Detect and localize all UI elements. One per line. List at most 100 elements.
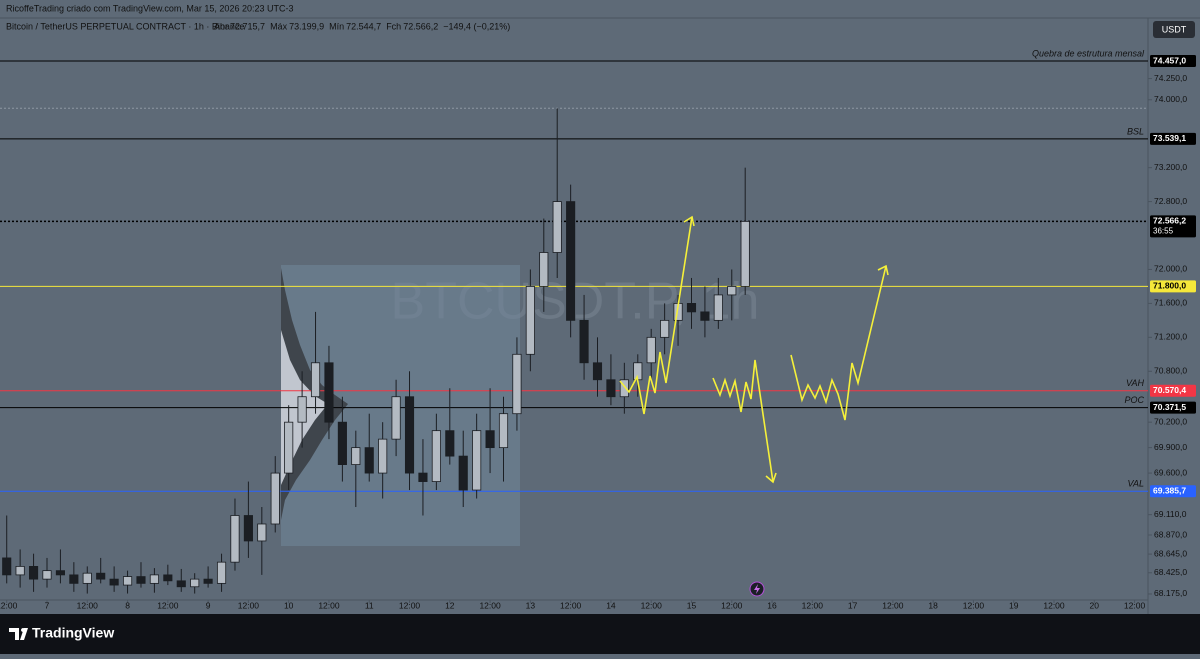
y-tick-label: 68.425,0 xyxy=(1154,567,1187,577)
arrow-head xyxy=(765,472,777,484)
level-name: Quebra de estrutura mensal xyxy=(1032,48,1145,58)
price-label: 71.800,0 xyxy=(1153,281,1186,291)
candle-body xyxy=(740,221,750,287)
candle-body xyxy=(552,201,562,253)
scenario-path xyxy=(790,265,887,421)
x-tick-label: 12:00 xyxy=(1124,600,1146,610)
candle-body xyxy=(230,515,240,563)
x-tick-label: 18 xyxy=(928,600,938,610)
candle-body xyxy=(257,523,267,542)
ohlc-value: 73.199,9 xyxy=(289,21,324,31)
candle-body xyxy=(404,396,415,474)
candle-body xyxy=(418,472,428,482)
x-tick-label: 12:00 xyxy=(77,600,99,610)
x-tick-label: 12:00 xyxy=(1043,600,1065,610)
candle-body xyxy=(498,413,509,449)
candle-body xyxy=(42,570,52,580)
footer xyxy=(0,614,1200,654)
level-name: VAH xyxy=(1126,378,1145,388)
price-label-bg xyxy=(1150,401,1196,414)
price-label: 73.539,1 xyxy=(1153,133,1186,143)
candle-body xyxy=(324,362,334,423)
candle-body xyxy=(539,252,549,287)
ohlc-name: Máx xyxy=(270,21,288,31)
plot-area: BTCUSDT.P, 1h xyxy=(0,60,1148,594)
ohlc-name: Mín xyxy=(329,21,344,31)
candle-body xyxy=(29,566,39,580)
y-tick-label: 71.200,0 xyxy=(1154,332,1187,342)
x-tick-label: 16 xyxy=(767,600,777,610)
price-label: 74.457,0 xyxy=(1153,55,1186,65)
scenario-path xyxy=(712,359,774,483)
price-label-bg xyxy=(1150,485,1196,498)
candle-body xyxy=(686,303,697,313)
x-tick-label: 9 xyxy=(206,600,211,610)
ohlc-change: −149,4 (−0,21%) xyxy=(443,21,510,31)
candle-body xyxy=(458,455,468,491)
candle-body xyxy=(337,421,347,465)
x-tick-label: 12:00 xyxy=(882,600,904,610)
arrow-head xyxy=(877,264,889,276)
x-tick-label: 12:00 xyxy=(318,600,340,610)
x-tick-label: 20 xyxy=(1090,600,1100,610)
candle-body xyxy=(445,430,455,457)
x-tick-label: 12:00 xyxy=(721,600,743,610)
candle-body xyxy=(525,286,535,355)
y-tick-label: 69.600,0 xyxy=(1154,467,1187,477)
y-tick-label: 72.000,0 xyxy=(1154,264,1187,274)
x-tick-label: 12:00 xyxy=(560,600,582,610)
x-tick-label: 14 xyxy=(606,600,616,610)
countdown: 36:55 xyxy=(1153,227,1174,236)
x-tick-label: 19 xyxy=(1009,600,1019,610)
level-name: BSL xyxy=(1127,126,1144,136)
currency: USDT xyxy=(1162,24,1187,34)
x-tick-label: 12 xyxy=(445,600,455,610)
candle-body xyxy=(391,396,401,440)
candle-body xyxy=(82,572,92,584)
x-tick-label: 12:00 xyxy=(238,600,260,610)
x-tick-label: 12:00 xyxy=(399,600,421,610)
price-label-bg xyxy=(1150,215,1196,238)
candle-body xyxy=(69,574,79,584)
x-tick-label: 12:00 xyxy=(0,600,18,610)
candle-body xyxy=(713,294,723,321)
x-tick-label: 15 xyxy=(687,600,697,610)
candle-body xyxy=(136,576,146,584)
x-tick-label: 12:00 xyxy=(802,600,824,610)
y-tick-label: 69.110,0 xyxy=(1154,509,1187,519)
price-label: 72.566,2 xyxy=(1153,216,1186,226)
candle-body xyxy=(122,576,133,586)
candle-body xyxy=(216,561,227,584)
candle-body xyxy=(2,557,12,576)
price-label: 70.371,5 xyxy=(1153,402,1186,412)
level-name: VAL xyxy=(1127,479,1144,489)
arrow-head xyxy=(683,215,695,227)
x-tick-label: 12:00 xyxy=(479,600,501,610)
event-icon-bolt xyxy=(754,584,760,594)
brand-logo xyxy=(9,628,28,640)
candle-body xyxy=(96,572,106,580)
candle-body xyxy=(297,396,307,423)
price-label-bg xyxy=(1150,132,1196,145)
x-tick-label: 12:00 xyxy=(641,600,663,610)
x-tick-label: 11 xyxy=(365,600,374,610)
level-name: POC xyxy=(1124,395,1144,405)
price-label-bg xyxy=(1150,55,1196,68)
y-tick-label: 70.200,0 xyxy=(1154,416,1187,426)
candle-body xyxy=(15,566,25,576)
y-tick-label: 68.175,0 xyxy=(1154,588,1187,598)
y-tick-label: 68.645,0 xyxy=(1154,548,1187,558)
candle-body xyxy=(660,319,670,338)
x-tick-label: 17 xyxy=(848,600,858,610)
y-tick-label: 74.000,0 xyxy=(1154,94,1187,104)
candle-body xyxy=(431,430,441,482)
candle-body xyxy=(243,515,253,542)
y-tick-label: 72.800,0 xyxy=(1154,196,1187,206)
y-tick-label: 71.600,0 xyxy=(1154,298,1187,308)
candle-body xyxy=(149,574,159,584)
candle-body xyxy=(176,580,186,588)
candle-body xyxy=(351,447,361,465)
event-icon xyxy=(749,581,765,597)
